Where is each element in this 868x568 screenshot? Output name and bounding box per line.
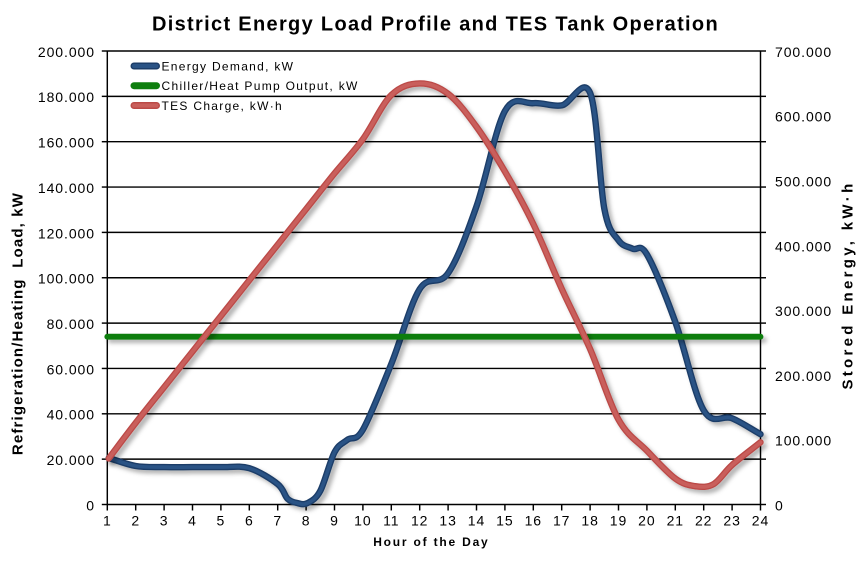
svg-text:13: 13 bbox=[439, 512, 456, 528]
svg-text:9: 9 bbox=[330, 512, 339, 528]
svg-text:11: 11 bbox=[383, 512, 399, 528]
svg-text:Stored Energy, kW·h: Stored Energy, kW·h bbox=[840, 180, 857, 389]
svg-text:120.000: 120.000 bbox=[38, 225, 95, 241]
svg-text:21: 21 bbox=[667, 512, 684, 528]
svg-text:16: 16 bbox=[525, 512, 542, 528]
svg-text:100.000: 100.000 bbox=[38, 271, 95, 287]
svg-text:600.000: 600.000 bbox=[775, 109, 832, 125]
svg-text:3: 3 bbox=[160, 512, 169, 528]
svg-text:Chiller/Heat Pump Output, kW: Chiller/Heat Pump Output, kW bbox=[162, 79, 359, 93]
svg-text:5: 5 bbox=[217, 512, 226, 528]
svg-text:24: 24 bbox=[752, 512, 769, 528]
svg-text:Hour of the Day: Hour of the Day bbox=[373, 535, 489, 549]
svg-text:200.000: 200.000 bbox=[775, 368, 832, 384]
svg-text:100.000: 100.000 bbox=[775, 433, 832, 449]
svg-text:17: 17 bbox=[553, 512, 570, 528]
svg-text:14: 14 bbox=[468, 512, 485, 528]
svg-text:0: 0 bbox=[775, 497, 784, 513]
svg-text:23: 23 bbox=[723, 512, 740, 528]
svg-text:18: 18 bbox=[581, 512, 598, 528]
svg-text:8: 8 bbox=[302, 512, 311, 528]
svg-text:22: 22 bbox=[695, 512, 712, 528]
svg-text:40.000: 40.000 bbox=[47, 407, 95, 423]
svg-text:15: 15 bbox=[496, 512, 513, 528]
svg-text:80.000: 80.000 bbox=[47, 316, 95, 332]
svg-text:500.000: 500.000 bbox=[775, 174, 832, 190]
svg-text:400.000: 400.000 bbox=[775, 238, 832, 254]
svg-text:2: 2 bbox=[131, 512, 140, 528]
svg-text:300.000: 300.000 bbox=[775, 303, 832, 319]
svg-text:Refrigeration/Heating Load, k: Refrigeration/Heating Load, kW bbox=[9, 192, 26, 455]
svg-text:12: 12 bbox=[411, 512, 428, 528]
svg-text:20: 20 bbox=[638, 512, 655, 528]
svg-text:20.000: 20.000 bbox=[47, 452, 95, 468]
svg-text:200.000: 200.000 bbox=[38, 44, 95, 60]
svg-text:180.000: 180.000 bbox=[38, 89, 95, 105]
svg-text:60.000: 60.000 bbox=[47, 361, 95, 377]
svg-text:District Energy Load Profile a: District Energy Load Profile and TES Tan… bbox=[152, 13, 719, 35]
svg-text:10: 10 bbox=[354, 512, 371, 528]
svg-text:19: 19 bbox=[610, 512, 627, 528]
svg-text:160.000: 160.000 bbox=[38, 135, 95, 151]
svg-text:700.000: 700.000 bbox=[775, 44, 832, 60]
svg-text:TES Charge, kW·h: TES Charge, kW·h bbox=[162, 99, 284, 113]
svg-text:1: 1 bbox=[103, 512, 112, 528]
svg-text:7: 7 bbox=[273, 512, 282, 528]
svg-text:4: 4 bbox=[188, 512, 197, 528]
svg-text:6: 6 bbox=[245, 512, 254, 528]
svg-text:140.000: 140.000 bbox=[38, 180, 95, 196]
svg-text:Energy Demand, kW: Energy Demand, kW bbox=[162, 59, 295, 73]
svg-text:0: 0 bbox=[86, 497, 95, 513]
